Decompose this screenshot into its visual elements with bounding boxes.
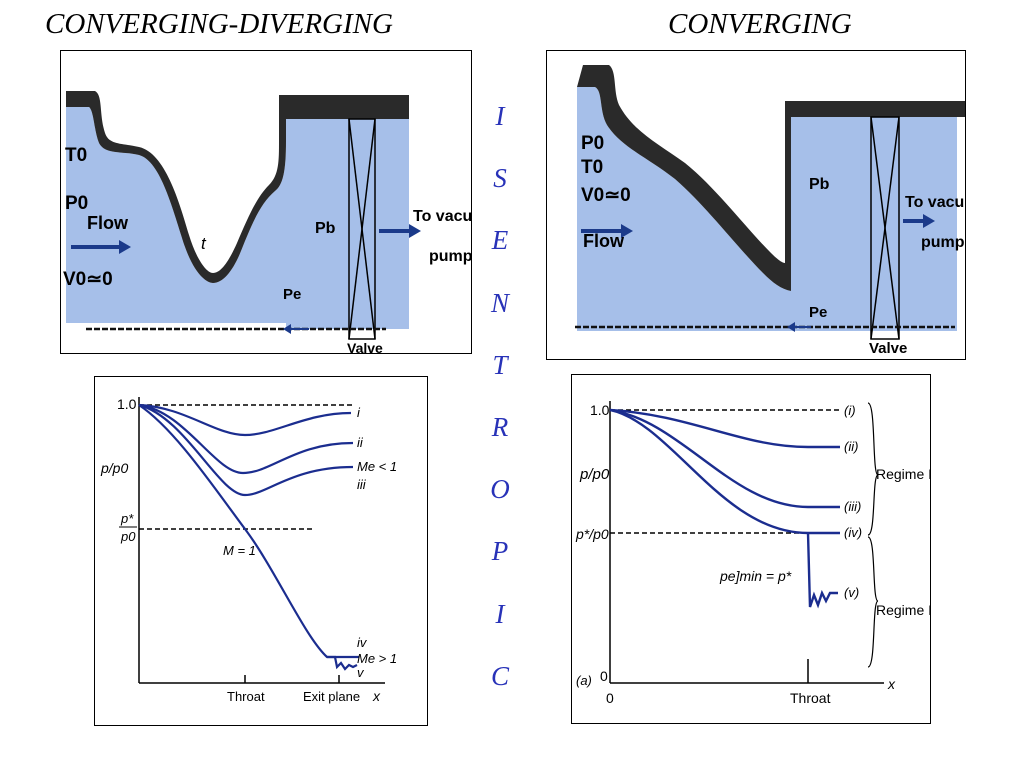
cd-v0-label: V0≃0: [63, 269, 113, 290]
converging-heading: CONVERGING: [668, 8, 852, 40]
cd-pe-arrow: [283, 324, 309, 334]
c-curve-iv: [609, 408, 840, 535]
cd-pstar-num: p*: [120, 511, 134, 526]
cd-curve-i: [138, 403, 352, 437]
c-valve-label: Valve: [869, 340, 907, 357]
cd-vacuum-label-1: To vacuum: [413, 208, 471, 225]
c-vacuum-label-1: To vacuum: [905, 194, 965, 211]
cd-mach-supersonic: Me > 1: [357, 651, 397, 666]
cd-x-label: x: [372, 688, 381, 704]
cd-axes: [138, 397, 385, 684]
c-nozzle-diagram: P0 T0 V0≃0 Flow Pb Pe To vacuum pump Val…: [546, 50, 966, 360]
c-part-label: (a): [576, 673, 592, 688]
c-curve-iii: [609, 408, 840, 509]
cd-flow-arrow: [71, 240, 131, 254]
cd-curve-v: [327, 655, 358, 671]
cd-nozzle-wall: [66, 91, 409, 283]
isentropic-letter: E: [491, 225, 509, 256]
c-ytick-one: 1.0: [590, 402, 610, 418]
cd-t0-label: T0: [65, 145, 87, 166]
cd-valve-label: Valve: [347, 340, 383, 353]
isentropic-letter: I: [495, 598, 505, 629]
cd-throat-label: Throat: [227, 689, 265, 704]
c-throat-label: Throat: [790, 690, 831, 706]
c-v0-label: V0≃0: [581, 185, 631, 206]
cd-label-iii: iii: [357, 477, 367, 492]
c-label-iii: (iii): [844, 499, 861, 514]
c-pe-label: Pe: [809, 304, 827, 321]
cd-curve-ii: [138, 403, 354, 475]
c-pressure-chart: 1.0 p/p0 p*/p0 (i) (ii) (iii) (iv) (v) p…: [571, 374, 931, 724]
cd-valve: [348, 118, 376, 340]
cd-mach-one: M = 1: [223, 543, 256, 558]
cd-label-iv: iv: [357, 635, 368, 650]
c-t0-label: T0: [581, 157, 603, 178]
cd-vacuum-arrow: [379, 224, 421, 238]
c-xtick-zero: 0: [606, 690, 614, 706]
cd-duct-fluid: [286, 119, 409, 329]
c-label-v: (v): [844, 585, 859, 600]
cd-nozzle-diagram: T0 P0 Flow V0≃0 t Pb Pe To vacuum pump V…: [60, 50, 472, 354]
c-flow-label: Flow: [583, 231, 625, 251]
cd-ylabel: p/p0: [100, 460, 128, 476]
cd-label-v: v: [357, 665, 365, 680]
isentropic-letter: P: [491, 536, 509, 567]
c-vacuum-arrow: [903, 214, 935, 228]
c-pe-min-label: pe]min = p*: [719, 568, 792, 584]
c-x-label: x: [887, 676, 896, 692]
c-ylabel: p/p0: [579, 466, 610, 483]
cd-pressure-chart: 1.0 p/p0 p* p0 i ii iii Me < 1 M = 1 iv …: [94, 376, 428, 726]
cd-label-i: i: [357, 405, 361, 420]
isentropic-vertical-word: I S E N T R O P I C: [480, 96, 520, 718]
isentropic-letter: T: [492, 349, 508, 380]
cd-curve-iv: [138, 404, 359, 659]
cd-label-ii: ii: [357, 435, 364, 450]
cd-flow-label: Flow: [87, 213, 129, 233]
cd-pe-label: Pe: [283, 286, 301, 303]
cd-vacuum-label-2: pump: [429, 248, 471, 265]
c-label-ii: (ii): [844, 439, 858, 454]
cd-p0-label: P0: [65, 193, 88, 214]
isentropic-letter: N: [490, 287, 509, 318]
c-regime-1-label: Regime I: [876, 466, 930, 482]
isentropic-letter: R: [491, 411, 509, 442]
c-curve-v: [806, 532, 838, 609]
cd-ytick-one: 1.0: [117, 396, 137, 412]
isentropic-letter: I: [495, 101, 505, 131]
c-p0-label: P0: [581, 133, 604, 154]
c-label-i: (i): [844, 403, 856, 418]
cd-nozzle-svg: T0 P0 Flow V0≃0 t Pb Pe To vacuum pump V…: [61, 51, 471, 353]
c-axes: [609, 401, 884, 684]
c-flow-arrow: [581, 224, 633, 238]
cd-pstar-den: p0: [120, 529, 136, 544]
isentropic-letter: O: [490, 474, 510, 505]
c-pb-label: Pb: [809, 176, 830, 193]
c-nozzle-svg: P0 T0 V0≃0 Flow Pb Pe To vacuum pump Val…: [547, 51, 965, 359]
cd-chart-svg: 1.0 p/p0 p* p0 i ii iii Me < 1 M = 1 iv …: [95, 377, 427, 725]
c-label-iv: (iv): [844, 525, 862, 540]
c-valve: [870, 116, 900, 340]
c-pe-arrow: [787, 322, 811, 332]
c-regime-2-label: Regime II: [876, 602, 930, 618]
isentropic-letter: C: [490, 660, 509, 691]
cd-mach-subsonic: Me < 1: [357, 459, 397, 474]
c-chart-svg: 1.0 p/p0 p*/p0 (i) (ii) (iii) (iv) (v) p…: [572, 375, 930, 723]
c-ytick-zero: 0: [600, 668, 608, 684]
c-fluid-region: [577, 87, 957, 331]
cd-curve-iii: [138, 403, 354, 497]
isentropic-letter: S: [493, 163, 507, 194]
c-pstar-label: p*/p0: [575, 526, 609, 542]
cd-pb-label: Pb: [315, 220, 336, 237]
c-curve-ii: [609, 408, 840, 449]
cd-throat-mark: t: [201, 234, 207, 253]
cd-exit-plane-label: Exit plane: [303, 689, 360, 704]
c-vacuum-label-2: pump: [921, 234, 965, 251]
converging-diverging-heading: CONVERGING-DIVERGING: [45, 8, 393, 40]
c-regime-brackets: [867, 402, 879, 668]
